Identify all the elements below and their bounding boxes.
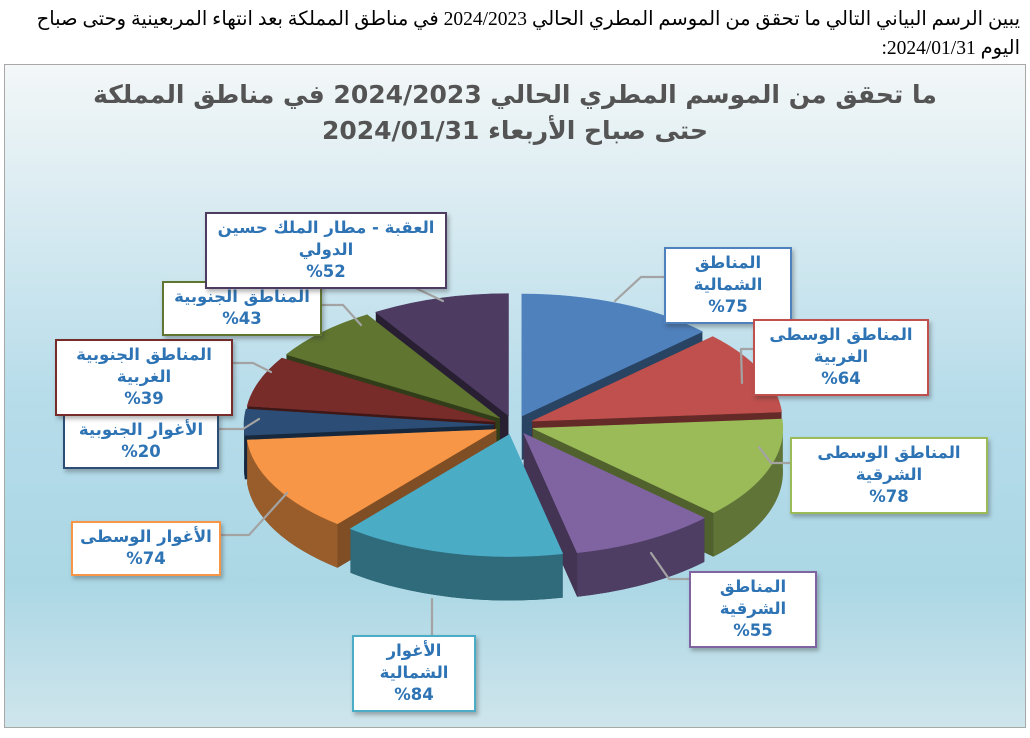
leader-line-1 (739, 347, 755, 384)
pie-label-name: المناطق الجنوبية (174, 286, 310, 306)
pie-label-value: %78 (869, 487, 909, 507)
pie-label-value: %64 (821, 369, 861, 389)
leader-line-3 (649, 551, 691, 580)
pie-label-name: المناطق الشمالية (693, 252, 763, 294)
pie-label-name: المناطق الوسطى الشرقية (817, 442, 961, 484)
chart-title-line1: ما تحقق من الموسم المطري الحالي 2024/202… (93, 79, 937, 109)
pie-label-0: المناطق الشمالية %75 (664, 246, 792, 325)
pie-label-8: المناطق الجنوبية %43 (162, 280, 322, 337)
pie-label-value: %84 (394, 685, 434, 705)
pie-label-name: المناطق الجنوبية الغربية (76, 344, 212, 386)
pie-chart-svg (217, 271, 792, 636)
page-description-line2: اليوم 2024/01/31: (881, 38, 1020, 60)
page-description: يبين الرسم البياني التالي ما تحقق من الم… (0, 0, 1030, 64)
pie-label-value: %20 (121, 441, 161, 461)
pie-label-value: %39 (124, 389, 164, 409)
leader-line-6 (217, 417, 261, 430)
pie-label-value: %55 (733, 621, 773, 641)
pie-slice-rimwall-3 (577, 517, 705, 597)
pie-label-name: الأغوار الشمالية (379, 640, 449, 682)
pie-label-name: الأغوار الوسطى (80, 526, 212, 546)
leader-line-0 (613, 275, 666, 302)
pie-label-value: %52 (306, 262, 346, 282)
pie-label-name: المناطق الوسطى الغربية (769, 324, 913, 366)
pie-slice-top-2 (532, 418, 784, 513)
pie-label-value: %43 (222, 308, 262, 328)
pie-label-6: الأغوار الجنوبية %20 (63, 413, 219, 470)
pie-label-2: المناطق الوسطى الشرقية %78 (790, 436, 988, 515)
pie-label-value: %74 (126, 548, 166, 568)
pie-slice-rimwall-5 (247, 439, 338, 568)
pie-label-value: %75 (708, 297, 748, 317)
pie-label-name: الأغوار الجنوبية (78, 419, 204, 439)
leader-line-2 (757, 445, 792, 464)
pie-slice-top-6 (243, 408, 495, 436)
pie-labels: المناطق الشمالية %75 المناطق الوسطى الغربي… (5, 65, 1025, 727)
pie-label-1: المناطق الوسطى الغربية %64 (753, 318, 929, 397)
pie-slice-rimwall-4 (350, 528, 563, 600)
pie-slice-top-8 (285, 313, 500, 418)
pie-slice-sidewall-3-1 (523, 433, 578, 597)
pie-slice-top-3 (523, 432, 706, 553)
pie-slice-top-0 (521, 293, 704, 416)
pie-label-9: العقبة - مطار الملك حسين الدولي %52 (205, 211, 447, 290)
pie-label-name: العقبة - مطار الملك حسين الدولي (217, 217, 435, 259)
page-description-line1: يبين الرسم البياني التالي ما تحقق من الم… (36, 9, 1020, 30)
chart-title: ما تحقق من الموسم المطري الحالي 2024/202… (5, 77, 1025, 150)
chart-title-line2: حتى صباح الأربعاء 2024/01/31 (321, 115, 709, 145)
pie-label-4: الأغوار الشمالية %84 (352, 634, 476, 713)
pie-label-name: المناطق الشرقية (719, 576, 787, 618)
leader-line-5 (219, 491, 289, 536)
pie-slice-rimwall-2 (713, 427, 783, 557)
leader-line-7 (231, 361, 273, 373)
leader-line-8 (320, 303, 363, 326)
pie-label-3: المناطق الشرقية %55 (689, 570, 817, 649)
pie-label-5: الأغوار الوسطى %74 (71, 520, 221, 577)
pie-slice-top-5 (246, 428, 497, 524)
pie-label-7: المناطق الجنوبية الغربية %39 (55, 338, 233, 417)
chart-frame: ما تحقق من الموسم المطري الحالي 2024/202… (4, 63, 1026, 728)
pie-slice-top-4 (349, 433, 564, 557)
pie-slice-top-7 (246, 357, 496, 422)
pie-slice-rimwall-6 (244, 424, 245, 479)
